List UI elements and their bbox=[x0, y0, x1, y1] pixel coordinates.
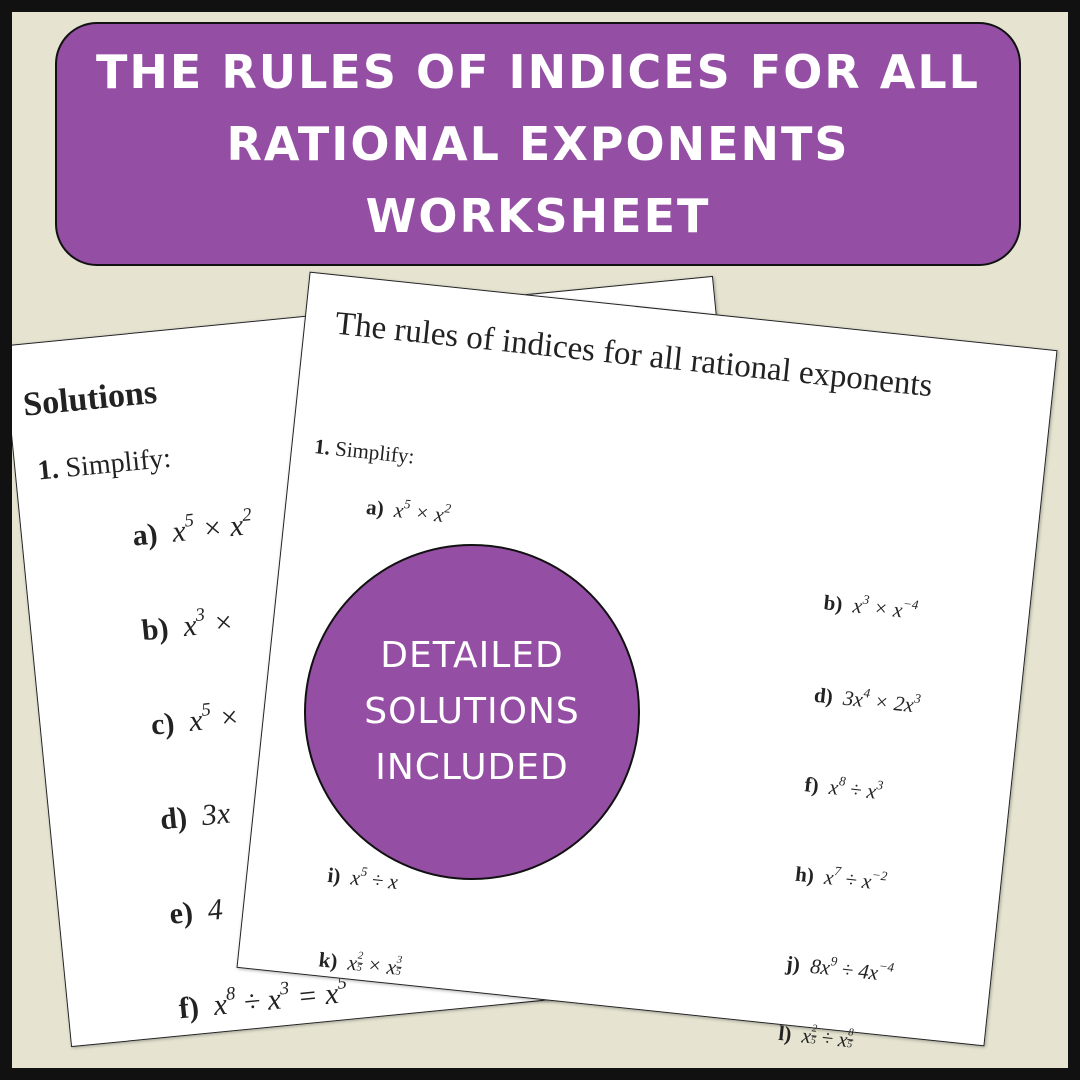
item-label: a) bbox=[130, 517, 160, 553]
expression: 3x4 × 2x3 bbox=[841, 685, 922, 718]
question-number: 1. bbox=[36, 453, 61, 487]
expression: x5 × x2 bbox=[171, 504, 254, 549]
item-label: b) bbox=[822, 590, 844, 617]
expr-text: ÷ x bbox=[815, 1024, 849, 1052]
exponent: 3 bbox=[913, 690, 922, 707]
question: 1. Simplify: bbox=[313, 434, 415, 469]
item: i) x5 ÷ x bbox=[326, 863, 399, 895]
badge-line: INCLUDED bbox=[375, 747, 569, 788]
item: d) 3x4 × 2x3 bbox=[813, 683, 922, 719]
expr-text: ÷ x bbox=[838, 866, 873, 894]
exponent: −4 bbox=[902, 595, 920, 613]
solutions-heading: Solutions bbox=[21, 373, 159, 424]
expr-text: ÷ x bbox=[365, 866, 400, 895]
item-label: d) bbox=[812, 682, 835, 709]
expr-text: × x bbox=[408, 499, 446, 527]
item: j) 8x9 ÷ 4x−4 bbox=[785, 951, 895, 987]
expression: 3x bbox=[200, 797, 231, 833]
badge-line: SOLUTIONS bbox=[364, 691, 580, 732]
item: d) 3x bbox=[159, 797, 232, 838]
item-label: a) bbox=[365, 494, 386, 521]
exponent: −4 bbox=[878, 958, 895, 975]
expr-text: ÷ x bbox=[234, 982, 283, 1020]
badge: DETAILED SOLUTIONS INCLUDED bbox=[304, 544, 640, 880]
item-label: c) bbox=[149, 706, 176, 742]
expr-text: × 2x bbox=[868, 688, 915, 718]
expr-text: ÷ 4x bbox=[835, 956, 880, 985]
exponent: 2 bbox=[443, 500, 452, 516]
exponent: −2 bbox=[871, 867, 889, 884]
expression: x8 ÷ x3 bbox=[828, 773, 885, 804]
denominator: 5 bbox=[395, 966, 402, 978]
question-text: Simplify: bbox=[334, 436, 416, 469]
expr-text: 4 bbox=[206, 892, 225, 928]
expr-text: × bbox=[204, 605, 236, 641]
worksheet-title: The rules of indices for all rational ex… bbox=[333, 305, 935, 405]
expr-text: × x bbox=[867, 594, 904, 623]
expr-text: × x bbox=[361, 951, 398, 980]
expr-text: × bbox=[210, 700, 241, 736]
expression: x3 × x−4 bbox=[852, 592, 920, 624]
expression: x5 ÷ x bbox=[350, 864, 400, 895]
item: b) x3 × bbox=[140, 604, 236, 648]
header-line: WORKSHEET bbox=[365, 189, 711, 243]
expression: x5 × x2 bbox=[393, 496, 452, 528]
expr-text: = x bbox=[288, 976, 340, 1015]
item: h) x7 ÷ x−2 bbox=[794, 862, 888, 896]
header-line: THE RULES OF INDICES FOR ALL bbox=[96, 45, 980, 99]
item-label: l) bbox=[777, 1020, 793, 1047]
frame: THE RULES OF INDICES FOR ALL RATIONAL EXP… bbox=[12, 12, 1068, 1068]
item-label: d) bbox=[158, 800, 189, 837]
expression: x3 × bbox=[182, 604, 236, 643]
item-label: i) bbox=[326, 862, 342, 889]
expression: x8 ÷ x3 = x5 bbox=[212, 972, 349, 1022]
expression: 4 bbox=[206, 893, 224, 927]
exponent: 2 bbox=[241, 504, 253, 526]
item: b) x3 × x−4 bbox=[822, 590, 920, 625]
expr-text: 3x bbox=[841, 685, 865, 712]
question-text: Simplify: bbox=[64, 442, 173, 484]
expr-text: 3x bbox=[200, 796, 232, 833]
item-label: f) bbox=[177, 990, 201, 1026]
denominator: 5 bbox=[846, 1039, 853, 1051]
item: f) x8 ÷ x3 bbox=[803, 772, 885, 805]
item: a) x5 × x2 bbox=[365, 495, 452, 529]
badge-line: DETAILED bbox=[380, 635, 564, 676]
expr-text: 8x bbox=[809, 953, 832, 980]
item: e) 4 bbox=[168, 893, 224, 932]
item-label: k) bbox=[317, 947, 339, 974]
item: f) x8 ÷ x3 = x5 bbox=[177, 972, 349, 1026]
expression: x7 ÷ x−2 bbox=[823, 863, 889, 895]
header-line: RATIONAL EXPONENTS bbox=[226, 117, 850, 171]
exponent: 3 bbox=[876, 777, 885, 793]
expr-text: × x bbox=[193, 508, 245, 547]
item-label: b) bbox=[140, 611, 170, 648]
item: c) x5 × bbox=[149, 699, 241, 742]
item-label: f) bbox=[803, 772, 820, 798]
expr-text: ÷ x bbox=[843, 776, 878, 804]
header-banner: THE RULES OF INDICES FOR ALL RATIONAL EXP… bbox=[55, 22, 1021, 266]
expression: 8x9 ÷ 4x−4 bbox=[809, 953, 895, 987]
question-number: 1. bbox=[313, 434, 332, 460]
item: a) x5 × x2 bbox=[130, 504, 254, 554]
item-label: h) bbox=[794, 861, 816, 888]
item-label: j) bbox=[784, 951, 802, 977]
expression: x5 × bbox=[188, 699, 241, 738]
item-label: e) bbox=[168, 895, 195, 931]
question: 1. Simplify: bbox=[36, 443, 172, 488]
